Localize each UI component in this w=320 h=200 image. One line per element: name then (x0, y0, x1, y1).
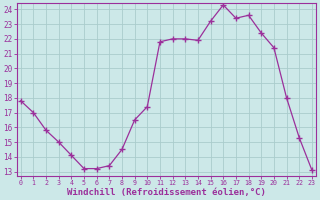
X-axis label: Windchill (Refroidissement éolien,°C): Windchill (Refroidissement éolien,°C) (67, 188, 266, 197)
